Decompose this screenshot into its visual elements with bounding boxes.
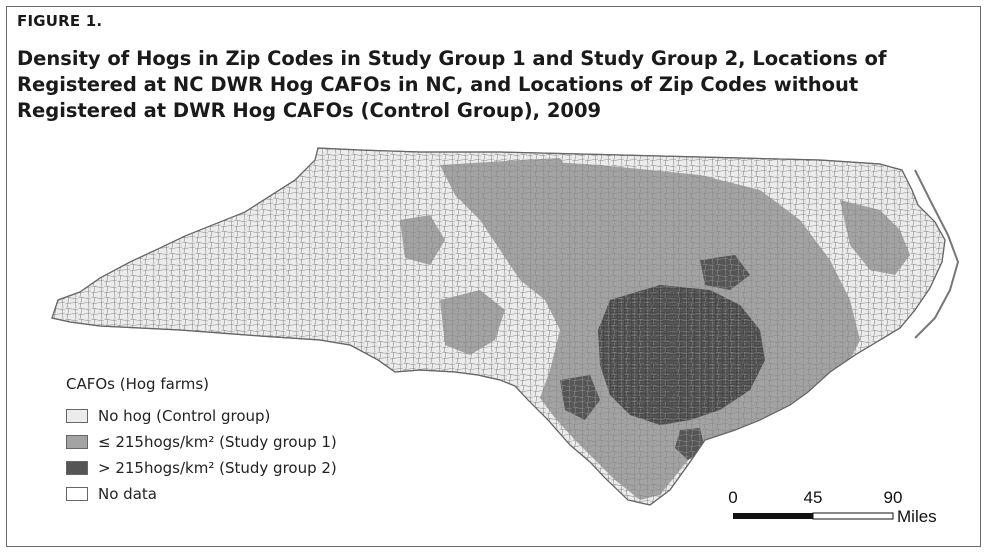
legend-label-control: No hog (Control group) bbox=[98, 407, 271, 425]
outer-banks bbox=[914, 169, 960, 339]
figure-label: FIGURE 1. bbox=[17, 12, 103, 30]
legend-swatch-no-data bbox=[66, 487, 88, 501]
legend-swatch-control bbox=[66, 409, 88, 423]
legend-item-study-group-2: > 215hogs/km² (Study group 2) bbox=[66, 455, 337, 481]
legend-item-control: No hog (Control group) bbox=[66, 403, 337, 429]
legend-swatch-study-group-2 bbox=[66, 461, 88, 475]
scale-tick-0: 0 bbox=[728, 488, 737, 507]
scale-tick-45: 45 bbox=[804, 488, 823, 507]
legend-item-study-group-1: ≤ 215hogs/km² (Study group 1) bbox=[66, 429, 337, 455]
legend-label-no-data: No data bbox=[98, 485, 157, 503]
figure-title: Density of Hogs in Zip Codes in Study Gr… bbox=[17, 47, 887, 122]
legend-item-no-data: No data bbox=[66, 481, 337, 507]
legend: CAFOs (Hog farms) No hog (Control group)… bbox=[66, 375, 337, 507]
scale-unit: Miles bbox=[897, 507, 937, 526]
scale-tick-90: 90 bbox=[884, 488, 903, 507]
scale-bar: 0 45 90 Miles bbox=[728, 488, 936, 526]
scale-bar-black-segment bbox=[733, 513, 813, 519]
legend-swatch-study-group-1 bbox=[66, 435, 88, 449]
legend-title: CAFOs (Hog farms) bbox=[66, 375, 210, 393]
scale-bar-white-segment bbox=[812, 512, 894, 520]
legend-label-study-group-2: > 215hogs/km² (Study group 2) bbox=[98, 459, 337, 477]
legend-label-study-group-1: ≤ 215hogs/km² (Study group 1) bbox=[98, 433, 337, 451]
